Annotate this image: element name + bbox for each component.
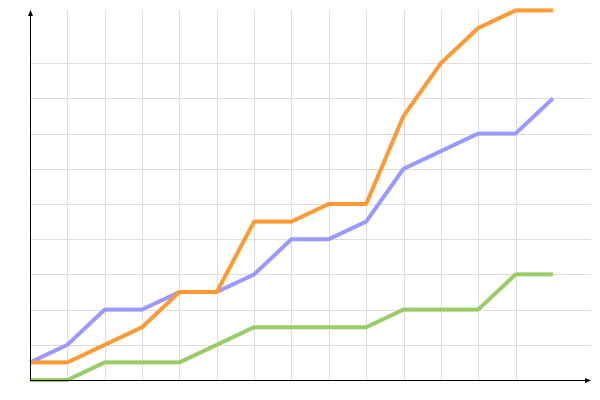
x-axis-arrow: [585, 378, 591, 383]
series-lines: [29, 8, 555, 382]
grid: [30, 10, 591, 380]
y-axis-arrow: [28, 10, 33, 16]
series-line-2: [30, 272, 553, 382]
series-line-1: [30, 8, 553, 365]
series-line-0: [29, 96, 555, 365]
